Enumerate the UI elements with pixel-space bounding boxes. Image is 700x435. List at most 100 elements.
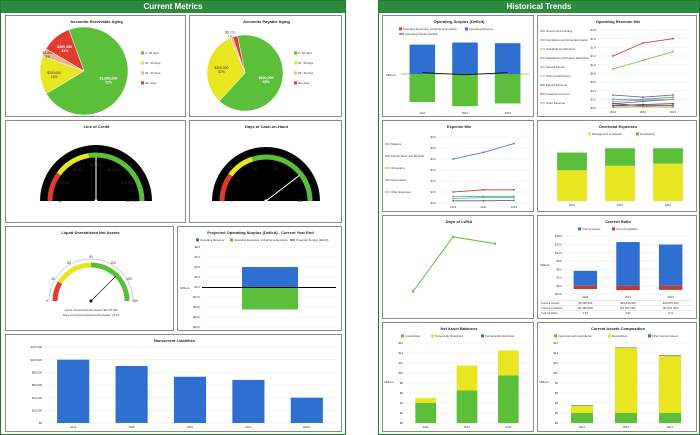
luna-outer-ring — [48, 258, 134, 302]
oe-title: Overhead Expenses — [599, 124, 638, 129]
orm-y-tick-label: $0.6 — [591, 80, 597, 84]
em-x-tick-label: 2011 — [450, 205, 456, 209]
ar-slice — [45, 26, 129, 116]
luna-tick-label: 150 — [126, 277, 132, 281]
em-y-tick-label: $0.0 — [431, 201, 437, 205]
cr-legend-item-swatch — [578, 227, 581, 231]
orm-legend-item: Special Events — [546, 65, 565, 69]
luna-tick-label: 90 — [89, 255, 93, 259]
loc-tick-label: $3,000 — [60, 181, 70, 185]
nab-legend-item-swatch — [481, 334, 484, 338]
cr-y-tick-label: $3.0 — [557, 276, 563, 280]
ncl-y-tick-label: $20,000 — [32, 409, 43, 413]
pos-legend-item-swatch — [230, 238, 233, 242]
cr-x-tick-label: 2011 — [582, 295, 588, 299]
oe-fundraising-bar — [557, 152, 587, 171]
em-legend-item: Payroll Taxes and Benefits — [391, 154, 425, 158]
oe-legend-item-swatch — [636, 132, 639, 136]
cac-y-tick-label: $0 — [555, 421, 559, 425]
cr-y-tick-label: $9.0 — [557, 259, 563, 263]
pos-legend-item: Operating Expenses, including depreciati… — [234, 238, 288, 242]
cac-y-tick-label: $16 — [553, 341, 558, 345]
ar-slice-label: $3,500 — [43, 51, 53, 55]
em-point — [452, 197, 455, 200]
panel-ar: Accounts Receivable Aging $1,000,000 72% $3… — [5, 15, 186, 117]
nab-legend-item: Temporarily Restricted — [435, 334, 463, 338]
luna-title: Liquid Unrestricted Net Assets — [61, 230, 120, 235]
luna-band — [57, 262, 92, 285]
em-legend-item: Salaries — [391, 142, 402, 146]
nab-y-tick-label: $6 — [400, 391, 404, 395]
orm-point — [672, 104, 674, 107]
em-point — [512, 142, 515, 145]
cr-legend-item: Current Liabilities — [616, 227, 638, 231]
cac-title: Current Assets Composition — [591, 326, 646, 331]
nab-x-tick-label: 2012 — [464, 425, 471, 429]
luna-band — [52, 281, 63, 302]
panel-doc: Days of Cash-on-Hand 0 20 40 60 80 100 — [189, 120, 342, 223]
doc-dial-bg — [212, 147, 320, 201]
em-point — [482, 188, 485, 191]
cac-legend-item-swatch — [608, 334, 611, 338]
pos-y-tick-label: $0.0 — [195, 285, 201, 289]
ar-legend-item: 30 - 60 days — [145, 61, 161, 65]
orm-point — [612, 55, 614, 57]
cr-assets-bar — [573, 270, 598, 286]
pos-expense-bar — [242, 287, 298, 310]
em-y-tick-label: $2.5 — [431, 146, 437, 150]
ncl-bar — [290, 397, 323, 423]
cac-legend-item: Cash and cash equivalents — [558, 334, 592, 338]
orm-point — [612, 104, 614, 107]
pos-y-tick-label: ($4.0) — [193, 305, 200, 309]
oe-x-tick-label: 2013 — [665, 203, 672, 207]
nab-x-tick-label: 2011 — [423, 425, 429, 429]
orm-legend-item: Other Revenue — [546, 101, 565, 105]
oe-fundraising-bar — [653, 148, 683, 164]
orm-y-tick-label: $1.8 — [591, 28, 597, 32]
cr-y-axis-label: Millions — [540, 263, 550, 267]
ncl-y-tick-label: $80,000 — [32, 371, 43, 375]
doc-needle-hub — [264, 199, 268, 203]
doc-title: Days of Cash-on-Hand — [245, 124, 288, 129]
loc-band — [88, 152, 145, 202]
cac-y-axis-label: Millions — [539, 380, 549, 384]
cac-bar-segment — [571, 405, 593, 406]
osd-x-tick-label: 2012 — [462, 111, 469, 115]
panel-pos: Projected Operating Surplus (Deficit) - … — [177, 226, 342, 331]
pos-y-tick-label: ($8.0) — [193, 325, 200, 329]
doc-gauge: Days of Cash-on-Hand 0 20 40 60 80 100 — [212, 124, 320, 203]
luna-needle — [90, 275, 117, 302]
osd-x-tick-label: 2011 — [419, 111, 425, 115]
ar-legend-item-swatch — [141, 71, 144, 75]
orm-point — [612, 68, 614, 70]
cr-table-cell: $15,839,000 — [620, 301, 636, 305]
oe-mg-bar — [557, 170, 587, 201]
panel-nab: Net Asset Balances Unrestricted Temporaril… — [382, 322, 534, 432]
ap-slice-pct: 32% — [218, 70, 225, 74]
ap-slice-pct: 1% — [228, 35, 233, 39]
ap-slice-label: $300,000 — [214, 66, 228, 70]
cr-liabilities-bar — [616, 285, 640, 291]
cac-legend-item: Receivables — [612, 334, 628, 338]
doc-band — [228, 156, 254, 177]
nab-y-tick-label: $4 — [400, 401, 404, 405]
osd-y-axis-label: Millions — [386, 73, 396, 77]
osd-legend-item-swatch — [399, 27, 402, 31]
ncl-x-tick-label: 2014 — [70, 425, 77, 429]
luna-note-days: Days of Liquid Unrestricted Net Assets: … — [63, 313, 120, 317]
ar-legend-item-swatch — [141, 61, 144, 65]
cac-bar-segment — [615, 347, 637, 348]
em-y-tick-label: $1.0 — [431, 179, 437, 183]
ap-legend-item: 90+ days — [298, 81, 310, 85]
nab-bar-segment — [456, 390, 478, 423]
cac-bar-chart: Current Assets Composition Cash and cash … — [539, 326, 692, 429]
pos-legend-item-swatch — [196, 238, 199, 242]
orm-x-tick-label: 2013 — [670, 110, 677, 114]
oe-mg-bar — [653, 163, 683, 201]
orm-x-tick-label: 2012 — [640, 110, 647, 114]
orm-legend-item: Other Contributions — [546, 74, 571, 78]
ap-legend-item-swatch — [294, 71, 297, 75]
cr-table-row-label: Current Ratio — [541, 311, 558, 315]
em-series-line — [453, 143, 514, 160]
